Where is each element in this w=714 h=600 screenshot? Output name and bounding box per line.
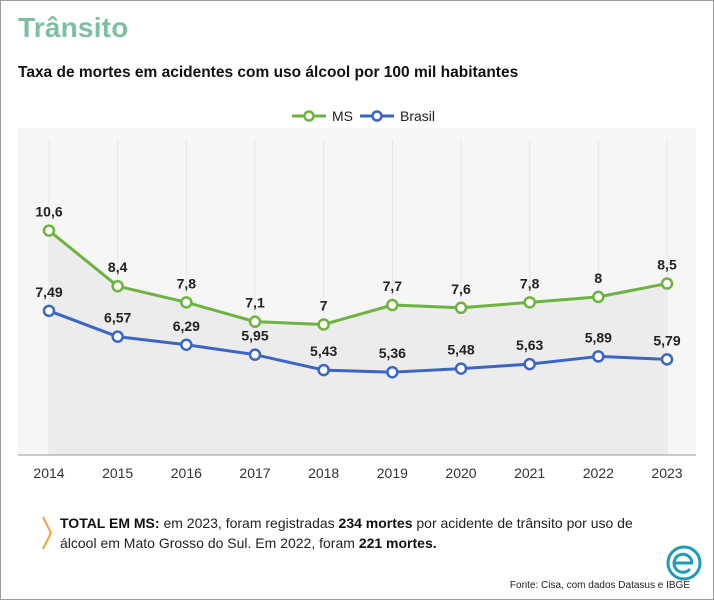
legend-label: MS [332,108,353,124]
x-tick-label: 2020 [445,465,476,481]
note-bold-1: 234 mortes [338,515,413,531]
data-label-ms: 10,6 [35,204,62,220]
x-tick-label: 2018 [308,465,339,481]
data-point-ms [592,290,605,304]
note-text-2: por acidente de trânsito por uso de álco… [60,515,633,551]
data-point-brasil [523,357,536,371]
series-line-brasil [48,309,668,374]
data-point-ms [454,301,468,315]
x-tick-label: 2015 [102,465,133,481]
note-bold-2: 221 mortes. [358,535,437,551]
data-point-ms [660,277,674,290]
data-label-ms: 7,1 [245,295,265,311]
data-point-brasil [248,348,262,361]
data-label-ms: 7,6 [451,281,471,297]
area-under-ms [49,230,667,455]
data-point-brasil [180,338,193,352]
data-label-brasil: 5,95 [241,328,268,344]
data-label-ms: 7,8 [177,275,197,291]
data-label-brasil: 7,49 [35,284,62,300]
data-point-brasil [592,350,605,363]
line-chart: 2014 2015 2016 2017 2018 2019 2020 2021 2022 2023… [18,108,696,481]
data-point-brasil [42,304,56,318]
data-label-brasil: 5,43 [310,343,337,359]
publisher-logo-icon [666,545,702,581]
data-label-brasil: 6,29 [173,318,200,334]
chevron-right-icon [42,516,53,550]
data-label-ms: 8,4 [108,259,128,275]
data-label-ms: 8 [594,270,602,286]
note-lead: TOTAL EM MS: [60,515,160,531]
data-label-ms: 8,5 [657,257,677,273]
data-point-ms [42,224,56,237]
legend-marker [303,110,315,122]
data-point-ms [523,296,536,309]
data-label-ms: 7,7 [383,278,403,294]
legend-label: Brasil [400,108,435,124]
data-label-ms: 7,8 [520,275,540,291]
data-label-brasil: 5,89 [585,329,612,345]
chart-subtitle: Taxa de mortes em acidentes com uso álco… [18,64,519,81]
data-point-brasil [386,365,399,379]
data-label-brasil: 5,79 [653,332,680,348]
data-point-ms [248,315,262,328]
data-label-brasil: 5,63 [516,337,543,353]
x-tick-label: 2022 [583,465,614,481]
data-label-brasil: 6,57 [104,310,131,326]
data-point-ms [386,298,399,312]
x-tick-label: 2019 [377,465,408,481]
series-line-ms [48,229,668,326]
data-point-brasil [317,363,330,377]
x-tick-label: 2014 [33,465,64,481]
data-point-ms [111,279,124,293]
data-point-brasil [660,353,674,366]
page-title: Trânsito [18,12,129,43]
x-tick-label: 2023 [651,465,682,481]
data-label-brasil: 5,36 [379,345,406,361]
data-point-brasil [111,330,124,343]
total-note: TOTAL EM MS: em 2023, foram registradas … [60,513,660,553]
legend-marker [371,110,383,122]
data-point-brasil [454,362,468,375]
source-credit: Fonte: Cisa, com dados Datasus e IBGE [509,580,690,591]
data-label-ms: 7 [320,297,328,313]
x-tick-label: 2017 [239,465,270,481]
note-text-1: em 2023, foram registradas [159,515,339,531]
data-label-brasil: 5,48 [447,342,474,358]
x-tick-label: 2016 [171,465,202,481]
x-tick-label: 2021 [514,465,545,481]
data-point-ms [180,296,193,309]
data-point-ms [317,318,330,331]
